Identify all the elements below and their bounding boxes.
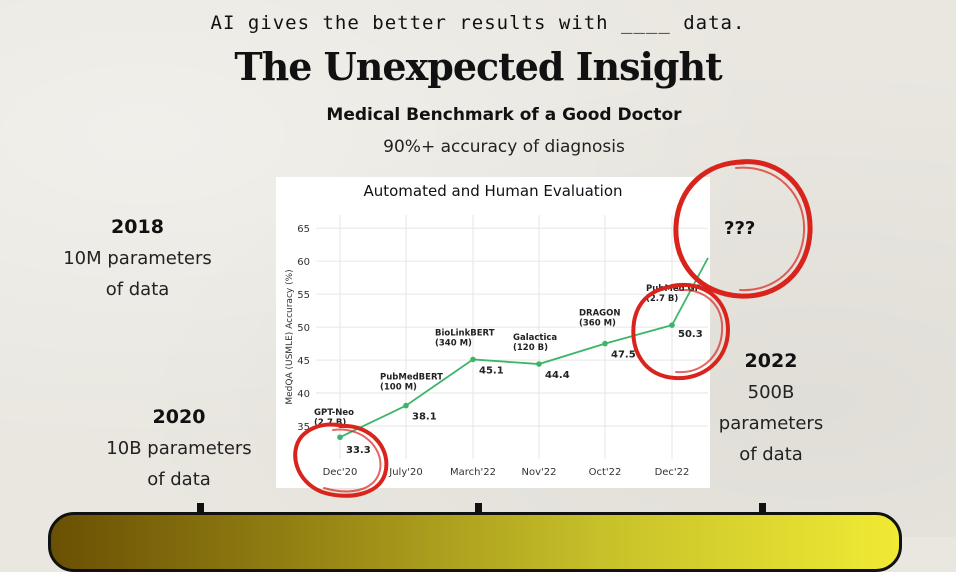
model-name-label: PubMed GPT: [646, 284, 707, 294]
note-year: 2018: [111, 216, 164, 238]
model-size-label: (120 B): [513, 343, 548, 353]
model-size-label: (340 M): [435, 338, 472, 348]
model-size-label: (360 M): [579, 319, 616, 329]
y-axis-label: MedQA (USMLE) Accuracy (%): [285, 269, 295, 404]
y-tick-label: 35: [297, 422, 310, 433]
data-point: [602, 340, 608, 347]
timeline-tick: [759, 503, 766, 519]
benchmark-detail: 90%+ accuracy of diagnosis: [383, 137, 625, 157]
value-label: 33.3: [346, 445, 371, 456]
y-tick-label: 55: [297, 290, 310, 301]
note-2018: 2018 10M parameters of data: [50, 212, 225, 305]
note-line: parameters: [718, 413, 824, 434]
model-size-label: (2.7 B): [314, 418, 346, 428]
x-tick-label: March'22: [450, 467, 496, 478]
timeline-tick: [197, 503, 204, 519]
x-tick-label: Nov'22: [522, 467, 557, 478]
model-name-label: Galactica: [513, 333, 557, 343]
model-name-label: GPT-Neo: [314, 408, 354, 418]
note-year: 2022: [744, 350, 798, 372]
data-point: [536, 361, 542, 367]
timeline-tick: [475, 503, 482, 519]
y-tick-label: 60: [297, 257, 310, 268]
note-line: 10M parameters: [63, 248, 212, 269]
accuracy-chart: Automated and Human Evaluation 35 40 45 50 55…: [285, 182, 709, 478]
x-tick-label: Oct'22: [589, 467, 622, 478]
data-point: [470, 356, 476, 363]
note-line: 500B: [747, 382, 795, 403]
model-name-label: BioLinkBERT: [435, 328, 495, 338]
value-label: 44.4: [545, 370, 570, 381]
note-line: of data: [147, 469, 211, 490]
x-tick-label: Dec'20: [323, 467, 358, 478]
chart-panel: Automated and Human Evaluation 35 40 45 50 55…: [276, 177, 710, 488]
note-year: 2020: [152, 406, 206, 428]
model-name-label: DRAGON: [579, 309, 621, 319]
note-line: 10B parameters: [106, 438, 252, 459]
y-tick-label: 45: [297, 356, 310, 367]
value-label: 45.1: [479, 365, 504, 376]
page-title: The Unexpected Insight: [234, 44, 722, 89]
value-label: 50.3: [678, 329, 703, 340]
model-name-label: PubMedBERT: [380, 373, 443, 383]
note-2022: 2022 500B parameters of data: [706, 346, 836, 470]
unknown-label: ???: [724, 218, 756, 239]
value-label: 38.1: [412, 412, 437, 423]
data-point: [669, 322, 675, 328]
chart-title: Automated and Human Evaluation: [363, 182, 622, 200]
note-2020: 2020 10B parameters of data: [100, 402, 258, 495]
model-size-label: (100 M): [380, 383, 417, 393]
data-point: [337, 434, 343, 441]
y-tick-label: 40: [297, 389, 310, 400]
tagline: AI gives the better results with ____ da…: [210, 12, 746, 34]
note-line: of data: [105, 279, 170, 300]
model-size-label: (2.7 B): [646, 294, 678, 304]
note-line: of data: [739, 444, 803, 465]
timeline-bar: [48, 512, 902, 572]
benchmark-title: Medical Benchmark of a Good Doctor: [326, 105, 682, 125]
value-label: 47.5: [611, 350, 636, 361]
x-tick-label: Dec'22: [655, 467, 690, 478]
y-tick-label: 50: [297, 323, 310, 334]
data-point: [403, 402, 409, 409]
y-tick-label: 65: [297, 224, 310, 235]
x-tick-label: July'20: [388, 467, 422, 478]
